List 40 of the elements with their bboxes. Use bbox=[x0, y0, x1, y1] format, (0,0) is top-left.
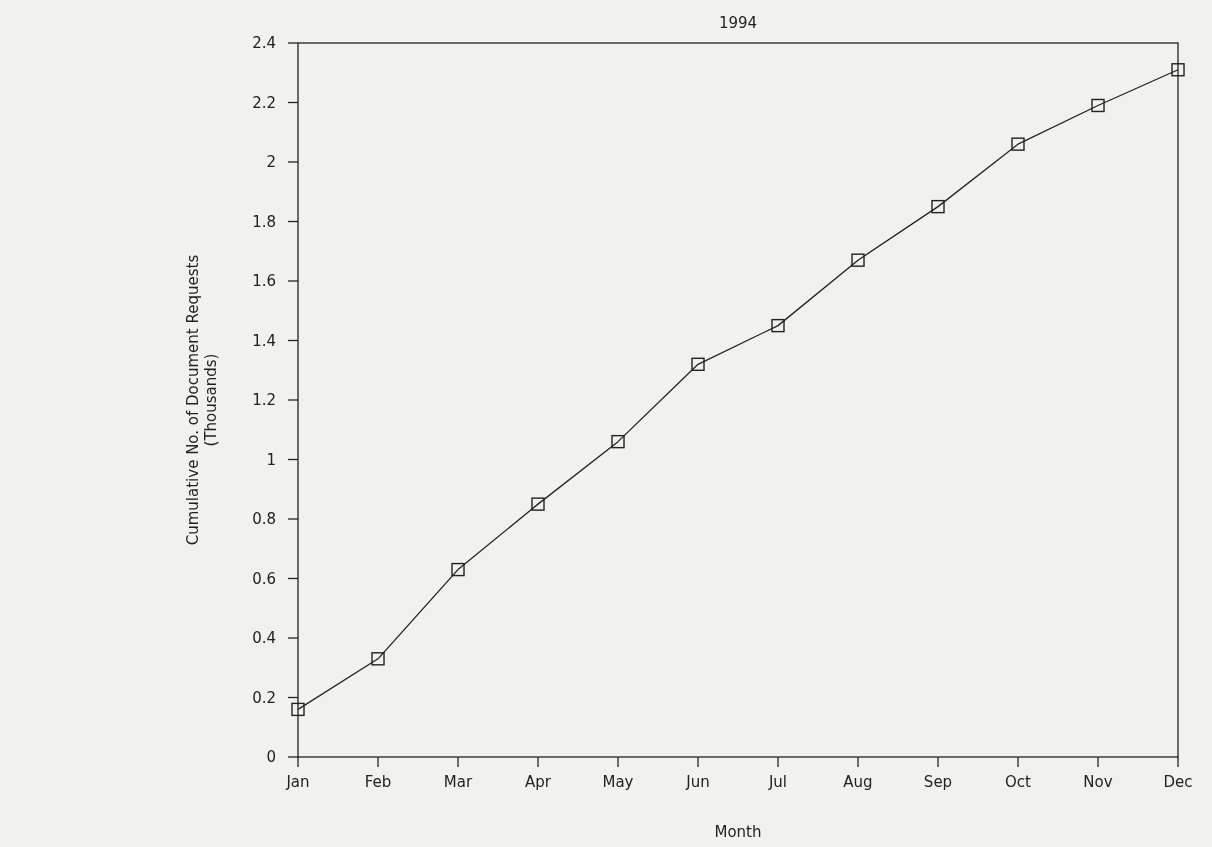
x-tick-label: Sep bbox=[923, 773, 953, 791]
x-tick-label: May bbox=[602, 773, 634, 791]
y-tick-label: 1.6 bbox=[252, 272, 276, 291]
x-tick-label: Feb bbox=[364, 773, 392, 791]
x-tick-label: Apr bbox=[525, 773, 552, 791]
point bbox=[851, 253, 865, 267]
point bbox=[1171, 63, 1185, 77]
y-tick-label: 2 bbox=[266, 153, 276, 172]
point bbox=[1091, 98, 1105, 113]
y-tick-label: 2.4 bbox=[252, 34, 276, 53]
x-tick-label: Jul bbox=[767, 773, 788, 791]
point bbox=[451, 562, 465, 577]
y-tick-label: 1.4 bbox=[252, 331, 276, 350]
x-tick-label: Dec bbox=[1163, 773, 1193, 791]
point bbox=[531, 497, 545, 511]
y-axis-title: Cumulative No. of Document Requests (Thousands) bbox=[184, 254, 220, 546]
x-tick-label: Jan bbox=[285, 773, 310, 791]
x-tick-label: Oct bbox=[1005, 773, 1032, 791]
y-tick-label: 0.4 bbox=[252, 629, 276, 648]
point bbox=[691, 357, 705, 371]
chart-title: 1994 bbox=[718, 14, 758, 32]
y-tick-label: 0 bbox=[266, 748, 276, 767]
x-axis-title: Month bbox=[714, 823, 762, 841]
y-tick-label: 0.8 bbox=[252, 510, 276, 529]
x-tick-label: Nov bbox=[1083, 773, 1113, 791]
x-tick-label: Jun bbox=[685, 773, 710, 791]
point bbox=[371, 652, 385, 666]
y-tick-label: 1.8 bbox=[252, 212, 276, 231]
y-tick-label: 2.2 bbox=[252, 93, 276, 112]
point bbox=[291, 702, 305, 717]
y-tick-label: 1.2 bbox=[252, 391, 276, 410]
y-tick-label: 1 bbox=[266, 450, 276, 469]
y-tick-label: 0.6 bbox=[252, 569, 276, 588]
point bbox=[771, 318, 785, 333]
x-tick-label: Aug bbox=[843, 773, 873, 791]
point bbox=[611, 434, 625, 449]
x-tick-label: Mar bbox=[443, 773, 473, 791]
point bbox=[1011, 137, 1025, 151]
y-tick-label: 0.2 bbox=[252, 688, 276, 707]
point bbox=[931, 199, 945, 214]
